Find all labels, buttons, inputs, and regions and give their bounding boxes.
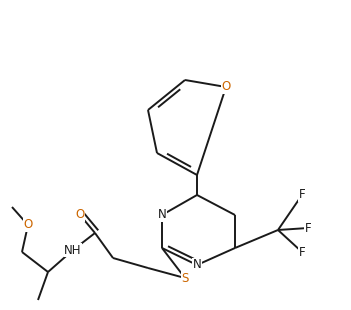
Text: O: O	[24, 219, 33, 232]
Text: NH: NH	[64, 243, 82, 256]
Text: N: N	[158, 209, 166, 222]
Text: F: F	[299, 246, 305, 259]
Text: F: F	[299, 188, 305, 202]
Text: N: N	[193, 259, 201, 272]
Text: O: O	[221, 81, 231, 94]
Text: O: O	[75, 209, 85, 222]
Text: F: F	[305, 222, 311, 234]
Text: S: S	[181, 272, 189, 285]
